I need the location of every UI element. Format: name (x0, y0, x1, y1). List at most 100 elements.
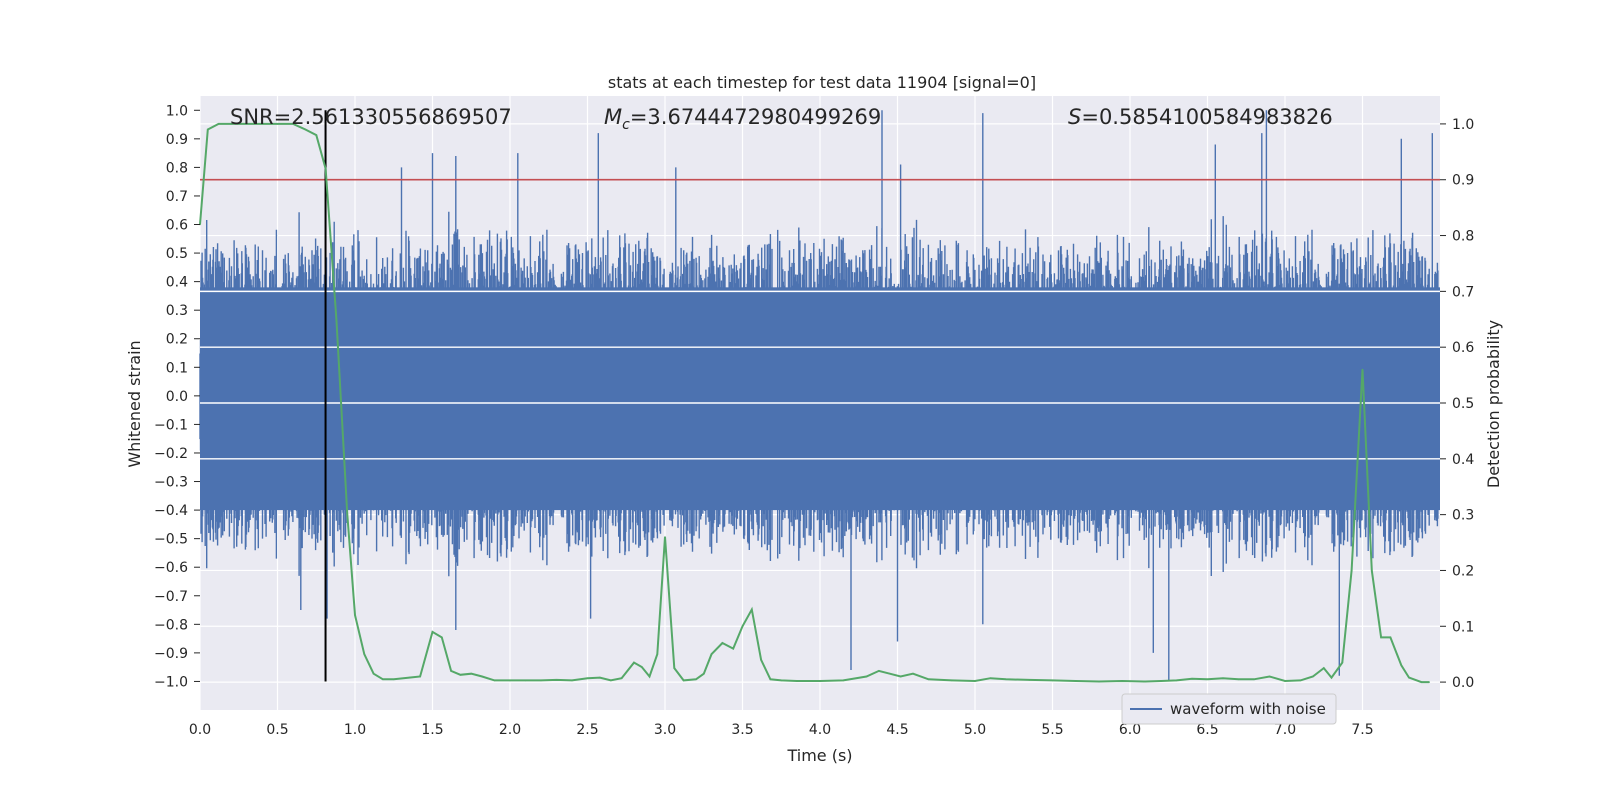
detection-probability-point (1191, 677, 1193, 680)
detection-probability-point (1312, 675, 1314, 678)
detection-probability-point (710, 653, 713, 655)
mc-annotation: Mc=3.6744472980499269 (604, 105, 881, 133)
left-y-tick-label: −0.9 (154, 646, 188, 662)
detection-probability-point (1428, 681, 1430, 683)
detection-probability-point (540, 679, 542, 682)
right-y-tick-label: 0.4 (1452, 452, 1474, 468)
right-y-tick-label: 0.2 (1452, 563, 1474, 579)
legend-box (1121, 693, 1337, 725)
detection-probability-point (951, 679, 953, 682)
right-y-tick-label: 0.8 (1452, 229, 1474, 245)
left-y-tick-label: 0.0 (166, 389, 188, 405)
detection-probability-point (1389, 636, 1392, 639)
detection-probability-point (641, 666, 643, 668)
detection-probability-point (751, 608, 753, 611)
right-y-tick-label: 0.7 (1452, 284, 1474, 300)
detection-probability-point (620, 677, 623, 679)
x-tick-label: 1.5 (421, 722, 443, 738)
left-y-axis-ticks: 1.0 0.9 0.8 0.7 0.6 0.5 0.4 0.3 0.2 0.1 0.0 −0.1 −0.… (154, 103, 200, 690)
x-tick-label: 2.5 (576, 722, 598, 738)
detection-probability-point (796, 680, 798, 682)
detection-probability-point (1075, 680, 1077, 682)
detection-probability-point (335, 318, 338, 321)
left-y-tick-label: 0.9 (166, 132, 188, 148)
left-y-tick-label: 0.3 (166, 303, 188, 319)
x-tick-label: 1.0 (344, 722, 366, 738)
detection-probability-point (865, 675, 868, 678)
left-y-tick-label: 1.0 (166, 103, 188, 119)
detection-probability-point (656, 653, 659, 655)
detection-probability-point (927, 678, 930, 681)
left-y-tick-label: −0.3 (154, 475, 188, 491)
x-axis-title: Time (s) (786, 746, 852, 765)
snr-annotation: SNR=2.561330556869507 (230, 105, 512, 129)
detection-probability-point (721, 642, 724, 644)
left-y-tick-label: 0.6 (166, 218, 188, 234)
chart-title: stats at each timestep for test data 119… (608, 73, 1036, 92)
detection-probability-point (664, 536, 666, 538)
detection-probability-point (695, 678, 697, 681)
x-tick-label: 5.0 (964, 722, 986, 738)
s-value: =0.5854100584983826 (1081, 105, 1332, 129)
detection-probability-point (1253, 678, 1255, 681)
left-y-tick-label: 0.8 (166, 160, 188, 176)
detection-probability-point (648, 675, 651, 678)
x-tick-label: 0.0 (189, 722, 211, 738)
right-y-axis-ticks: 1.0 0.9 0.8 0.7 0.6 0.5 0.4 0.3 0.2 0.1 0.0 (1440, 117, 1474, 691)
detection-probability-point (431, 631, 434, 633)
detection-probability-point (673, 667, 676, 669)
x-tick-label: 2.0 (499, 722, 521, 738)
detection-probability-point (408, 676, 411, 679)
s-annotation: S=0.5854100584983826 (1068, 105, 1333, 129)
right-y-tick-label: 0.3 (1452, 508, 1474, 524)
detection-probability-point (1341, 661, 1344, 664)
left-y-tick-label: −0.1 (154, 417, 188, 433)
mc-symbol: M (604, 105, 622, 129)
detection-probability-point (1144, 680, 1147, 683)
detection-probability-point (481, 675, 483, 678)
detection-probability-point (292, 123, 294, 125)
left-y-tick-label: −1.0 (154, 674, 188, 690)
detection-probability-point (509, 679, 511, 682)
right-y-tick-label: 1.0 (1452, 117, 1474, 133)
detection-probability-point (315, 134, 318, 136)
detection-probability-point (974, 680, 976, 682)
detection-probability-point (245, 123, 248, 125)
waveform-core-band (200, 287, 1440, 511)
detection-probability-point (555, 679, 558, 681)
detection-probability-point (1371, 569, 1373, 572)
detection-probability-point (1380, 636, 1382, 639)
detection-probability-point (459, 674, 462, 676)
x-axis-ticks: 0.0 0.5 1.0 1.5 2.0 2.5 3.0 3.5 4.0 4.5 5.0 5.5 6.0 6… (189, 722, 1374, 738)
right-y-tick-label: 0.0 (1452, 675, 1474, 691)
s-symbol: S (1068, 105, 1081, 129)
left-y-tick-label: 0.4 (166, 275, 188, 291)
detection-probability-point (842, 679, 845, 682)
mc-subscript: c (622, 117, 630, 133)
detection-probability-point (470, 672, 473, 675)
detection-probability-point (633, 661, 635, 664)
detection-probability-point (1323, 667, 1325, 669)
detection-probability-point (889, 672, 891, 675)
detection-probability-point (1268, 675, 1271, 678)
detection-probability-point (1330, 676, 1333, 679)
detection-probability-point (1005, 678, 1007, 681)
detection-probability-point (1222, 677, 1224, 679)
x-tick-label: 0.5 (266, 722, 288, 738)
detection-probability-point (1051, 679, 1054, 682)
right-y-tick-label: 0.9 (1452, 173, 1474, 189)
detection-probability-point (346, 513, 349, 516)
x-tick-label: 4.5 (886, 722, 908, 738)
detection-probability-point (989, 677, 992, 679)
detection-probability-point (524, 679, 527, 682)
detection-probability-point (1237, 678, 1240, 681)
detection-probability-point (1420, 681, 1423, 683)
detection-probability-point (363, 653, 366, 655)
detection-probability-point (450, 670, 452, 672)
detection-probability-point (1121, 680, 1124, 682)
left-y-tick-label: −0.5 (154, 532, 188, 548)
detection-probability-point (769, 678, 772, 681)
detection-probability-point (586, 677, 589, 679)
left-y-tick-label: 0.1 (166, 360, 188, 376)
